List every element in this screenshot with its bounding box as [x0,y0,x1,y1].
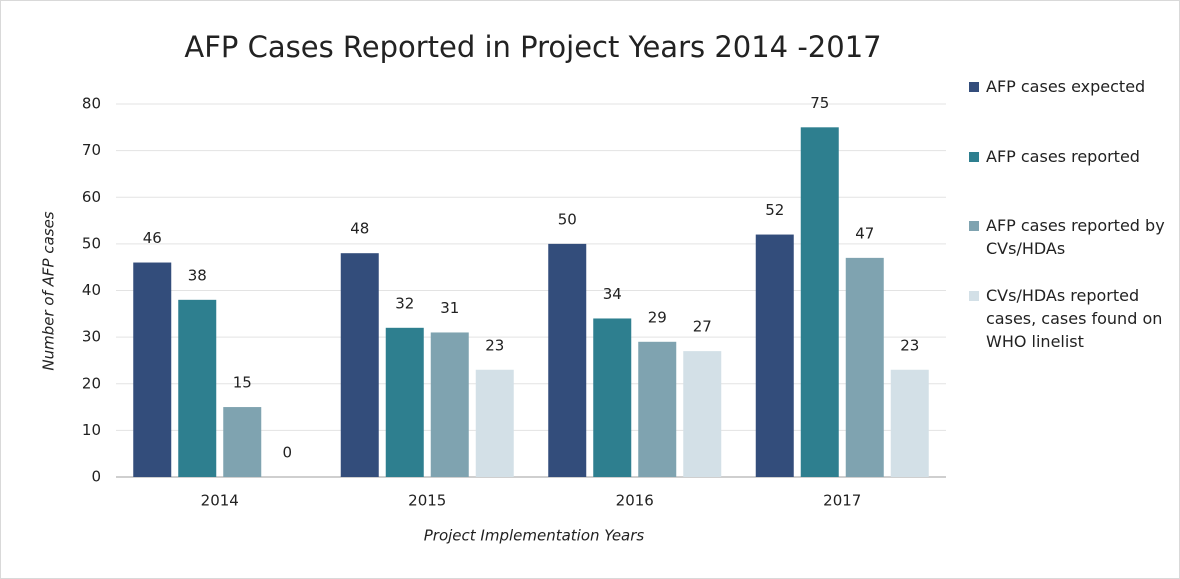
y-tick-label: 10 [82,421,101,439]
legend-swatch [969,291,979,301]
legend-label: AFP cases expected [986,77,1146,96]
data-label: 29 [648,308,667,326]
bar [890,369,929,477]
data-label: 34 [603,285,622,303]
y-tick-label: 0 [91,468,101,486]
legend-swatch [969,82,979,92]
bar [385,327,424,477]
data-label: 46 [143,229,162,247]
bar [133,262,172,477]
y-tick-label: 80 [82,95,101,113]
y-tick-label: 20 [82,374,101,392]
bar [548,243,587,477]
data-label: 15 [233,374,252,392]
data-label: 48 [350,220,369,238]
y-tick-label: 40 [82,281,101,299]
bar [223,407,262,477]
bar [593,318,632,477]
bar [800,127,839,477]
y-tick-label: 30 [82,328,101,346]
data-label: 27 [693,318,712,336]
legend-entry: CVs/HDAs reported cases, cases found on … [969,284,1174,353]
legend-entry: AFP cases reported by CVs/HDAs [969,214,1174,260]
y-tick-label: 60 [82,188,101,206]
bar [683,351,722,477]
bar [430,332,469,477]
x-tick-label: 2017 [823,492,861,510]
chart: AFP Cases Reported in Project Years 2014… [40,30,946,545]
x-axis-label: Project Implementation Years [424,527,645,545]
bar [475,369,514,477]
data-label: 52 [765,201,784,219]
legend-swatch [969,152,979,162]
data-label: 23 [485,336,504,354]
bar [178,299,217,477]
legend-swatch [969,221,979,231]
bar [340,253,379,477]
data-label: 31 [440,299,459,317]
bar [755,234,794,477]
legend-label: AFP cases reported by CVs/HDAs [986,216,1165,258]
x-tick-label: 2015 [408,492,446,510]
data-label: 0 [282,444,292,462]
data-label: 38 [188,266,207,284]
data-label: 23 [900,336,919,354]
y-axis-label: Number of AFP cases [40,211,58,370]
legend-entry: AFP cases reported [969,145,1140,168]
bar [638,341,677,477]
x-tick-label: 2016 [616,492,654,510]
bar [845,257,884,477]
y-tick-label: 50 [82,234,101,252]
data-label: 47 [855,224,874,242]
y-tick-label: 70 [82,141,101,159]
legend-label: AFP cases reported [986,147,1140,166]
data-label: 50 [558,210,577,228]
chart-title: AFP Cases Reported in Project Years 2014… [184,30,881,64]
legend-label: CVs/HDAs reported cases, cases found on … [986,286,1163,351]
x-tick-label: 2014 [201,492,239,510]
data-label: 32 [395,294,414,312]
data-label: 75 [810,94,829,112]
legend-entry: AFP cases expected [969,75,1145,98]
